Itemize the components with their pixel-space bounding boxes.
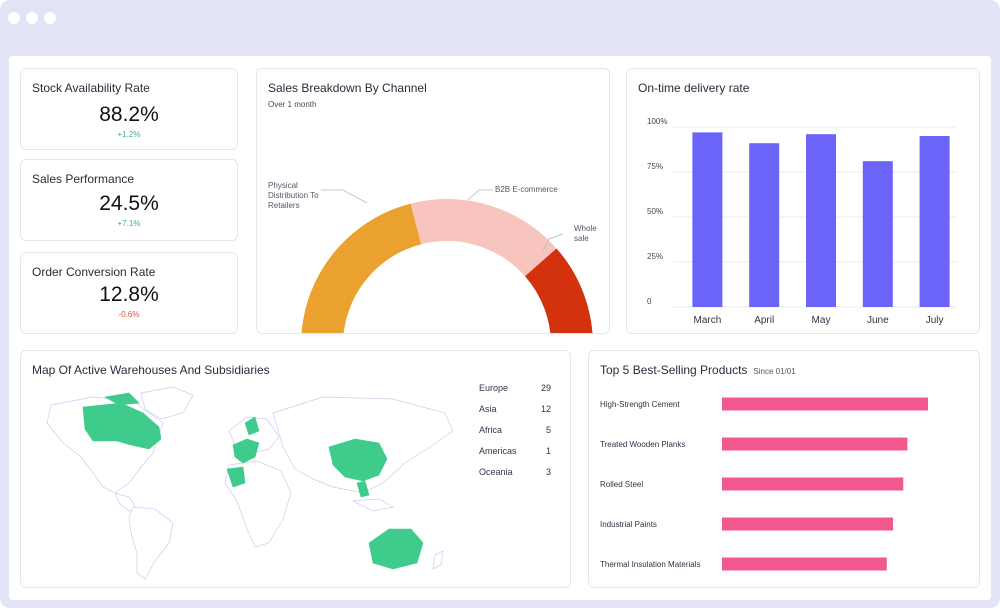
- product-label: High-Strength Cement: [600, 400, 680, 409]
- x-tick-label: March: [694, 315, 722, 326]
- kpi-title: Order Conversion Rate: [32, 265, 156, 279]
- map-card: Map Of Active Warehouses And Subsidiarie…: [20, 350, 571, 588]
- southeast-asia-shape[interactable]: [356, 480, 370, 498]
- label-line: Distribution To: [268, 191, 319, 200]
- europe-highlight-shape[interactable]: [232, 438, 260, 464]
- product-label: Thermal Insulation Materials: [600, 560, 700, 569]
- kpi-delta: -0.6%: [118, 310, 140, 319]
- y-tick-label: 100%: [647, 117, 667, 126]
- region-name: Europe: [479, 383, 509, 393]
- leader-line-b2b: [467, 189, 493, 201]
- greenland-shape: [140, 386, 194, 420]
- sales-breakdown-card: Sales Breakdown By Channel Over 1 month …: [256, 68, 610, 334]
- x-tick-label: June: [867, 315, 889, 326]
- bar-march[interactable]: [692, 132, 723, 307]
- label-line: Whole: [574, 224, 597, 233]
- card-subtitle: Over 1 month: [268, 100, 317, 109]
- y-tick-label: 25%: [647, 252, 663, 261]
- region-name: Africa: [479, 425, 503, 435]
- y-tick-label: 75%: [647, 162, 663, 171]
- nz-shape: [432, 550, 444, 570]
- card-title: Map Of Active Warehouses And Subsidiarie…: [32, 363, 270, 377]
- australia-shape[interactable]: [368, 528, 424, 570]
- kpi-value: 24.5%: [99, 192, 159, 215]
- card-title: Sales Breakdown By Channel: [268, 81, 427, 95]
- south-america-shape: [128, 506, 174, 580]
- kpi-delta: +1.2%: [117, 130, 141, 139]
- y-tick-label: 0: [647, 297, 652, 306]
- window-controls: [8, 12, 56, 24]
- slice-b2b[interactable]: [410, 199, 557, 277]
- products-bar-chart: High-Strength Cement Treated Wooden Plank…: [600, 397, 928, 571]
- delivery-bar-chart: 0 25% 50% 75% 100% March April May June July: [647, 117, 957, 326]
- bar-april[interactable]: [749, 143, 780, 307]
- region-count: 3: [545, 467, 551, 477]
- region-name: Americas: [479, 446, 517, 456]
- region-count: 5: [545, 425, 551, 435]
- product-bar[interactable]: [722, 517, 893, 531]
- region-name: Asia: [479, 404, 497, 414]
- region-name: Oceania: [479, 467, 513, 477]
- canada-islands-shape[interactable]: [104, 392, 140, 406]
- label-line: Physical: [268, 181, 298, 190]
- kpi-value: 88.2%: [99, 103, 159, 126]
- slice-physical[interactable]: [301, 203, 422, 334]
- nordic-highlight-shape[interactable]: [244, 416, 260, 436]
- label-b2b: B2B E-commerce: [495, 185, 558, 194]
- kpi-card-stock: Stock Availability Rate 88.2% +1.2%: [20, 68, 238, 150]
- bar-june[interactable]: [862, 161, 893, 307]
- x-tick-label: May: [812, 315, 831, 326]
- card-title: On-time delivery rate: [638, 81, 750, 95]
- label-physical: Physical Distribution To Retailers: [268, 181, 319, 211]
- window-dot-2[interactable]: [26, 12, 38, 24]
- product-label: Industrial Paints: [600, 520, 657, 529]
- kpi-card-sales: Sales Performance 24.5% +7.1%: [20, 159, 238, 241]
- bar-july[interactable]: [919, 136, 950, 307]
- card-title-text: Top 5 Best-Selling Products: [600, 363, 748, 377]
- product-bar[interactable]: [722, 557, 887, 571]
- kpi-delta: +7.1%: [117, 219, 141, 228]
- label-line: sale: [574, 234, 589, 243]
- bar-may[interactable]: [806, 134, 836, 307]
- region-count: 1: [545, 446, 551, 456]
- africa-highlight-shape[interactable]: [226, 466, 246, 488]
- leader-line-wholesale: [542, 233, 564, 252]
- label-wholesale: Whole sale: [574, 224, 597, 244]
- dashboard: Stock Availability Rate 88.2% +1.2% Sale…: [9, 56, 991, 600]
- leader-line-physical: [321, 189, 368, 204]
- card-subtitle: Since 01/01: [753, 367, 796, 376]
- product-label: Treated Wooden Planks: [600, 440, 685, 449]
- kpi-title: Stock Availability Rate: [32, 81, 150, 95]
- y-tick-label: 50%: [647, 207, 663, 216]
- x-tick-label: July: [926, 315, 944, 326]
- product-bar[interactable]: [722, 397, 928, 411]
- highlighted-countries: [82, 392, 424, 570]
- top-products-card: Top 5 Best-Selling Products Since 01/01 H…: [588, 350, 980, 588]
- kpi-value: 12.8%: [99, 283, 159, 306]
- delivery-card: On-time delivery rate 0 25% 50% 75% 100% Marc…: [626, 68, 980, 334]
- region-count: 12: [540, 404, 551, 414]
- card-title: Top 5 Best-Selling Products Since 01/01: [600, 363, 796, 377]
- window-dot-3[interactable]: [44, 12, 56, 24]
- window-dot-1[interactable]: [8, 12, 20, 24]
- china-shape[interactable]: [328, 438, 388, 482]
- x-tick-label: April: [754, 315, 774, 326]
- kpi-title: Sales Performance: [32, 172, 135, 186]
- product-bar[interactable]: [722, 477, 904, 491]
- canada-shape[interactable]: [82, 402, 162, 450]
- label-line: Retailers: [268, 201, 300, 210]
- world-map[interactable]: [33, 383, 463, 583]
- product-label: Rolled Steel: [600, 480, 643, 489]
- region-count: 29: [540, 383, 551, 393]
- region-legend: Europe 29 Asia 12 Africa 5 Americas 1 Oc…: [479, 383, 551, 493]
- kpi-card-conversion: Order Conversion Rate 12.8% -0.6%: [20, 252, 238, 334]
- slice-wholesale[interactable]: [525, 248, 593, 334]
- indonesia-shape: [351, 498, 394, 512]
- donut-chart: [301, 189, 593, 334]
- product-bar[interactable]: [722, 437, 908, 451]
